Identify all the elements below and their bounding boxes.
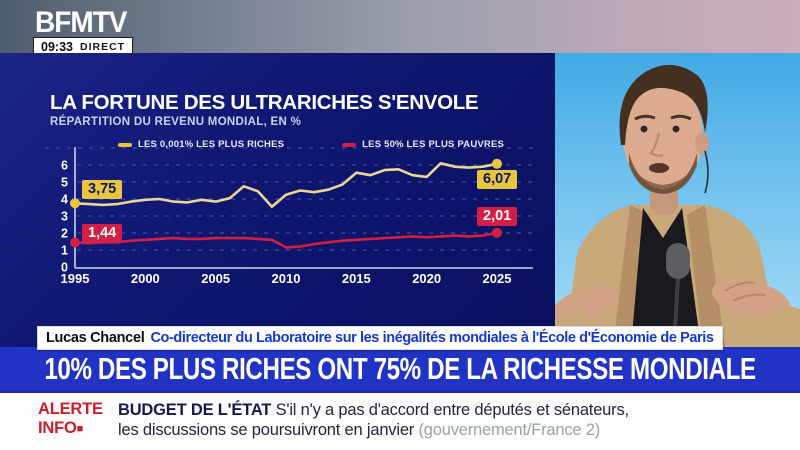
chart-panel: 0 1 2 3 4 5 6 1995 2000 2005 2010 2015 2020 2025 LA F…: [0, 53, 555, 347]
chart-title: LA FORTUNE DES ULTRARICHES S'ENVOLE: [50, 91, 479, 114]
shirt: [631, 208, 701, 347]
svg-text:2010: 2010: [272, 271, 301, 286]
svg-text:3: 3: [61, 210, 68, 224]
headline-band: 10% DES PLUS RICHES ONT 75% DE LA RICHES…: [0, 347, 800, 393]
jacket-lapel-right: [687, 205, 725, 347]
eyebrow-right: [670, 114, 692, 121]
guest-name-banner: Lucas Chancel Co-directeur du Laboratoir…: [37, 326, 723, 350]
poor-series-swatch: [342, 142, 357, 147]
rich-series-swatch: [118, 142, 132, 147]
alert-line2: INFO: [38, 419, 77, 437]
ear: [695, 132, 709, 154]
eye-right: [672, 125, 680, 133]
legend-item-poor: LES 50% LES PLUS PAUVRES: [342, 139, 504, 150]
mouth: [649, 163, 669, 173]
svg-text:2005: 2005: [201, 271, 230, 286]
guest-illustration: [552, 53, 800, 348]
legend-item-rich: LES 0,001% LES PLUS RICHES: [118, 139, 284, 150]
svg-text:2025: 2025: [483, 271, 512, 286]
svg-text:2000: 2000: [131, 271, 160, 286]
headline-text: 10% DES PLUS RICHES ONT 75% DE LA RICHES…: [44, 350, 756, 386]
alert-info-badge: ALERTE INFO■: [38, 400, 103, 439]
svg-text:6: 6: [61, 159, 68, 173]
alert-square-icon: ■: [76, 423, 84, 435]
rich-end-value: 6,07: [477, 170, 518, 189]
beard-lower: [629, 153, 697, 194]
earpiece-wire: [704, 150, 709, 194]
svg-text:2020: 2020: [412, 271, 441, 286]
line-chart: 0 1 2 3 4 5 6 1995 2000 2005 2010 2015 2020 2025: [45, 147, 533, 286]
time-direct-badge: 09:33 DIRECT: [33, 37, 134, 56]
rich-series-label: LES 0,001% LES PLUS RICHES: [138, 139, 285, 150]
news-ticker: ALERTE INFO■ BUDGET DE L'ÉTAT S'il n'y a…: [0, 393, 800, 450]
ticker-content: BUDGET DE L'ÉTAT S'il n'y a pas d'accord…: [118, 400, 778, 440]
svg-text:0: 0: [61, 261, 68, 275]
svg-text:1995: 1995: [61, 271, 90, 286]
svg-text:2: 2: [61, 227, 68, 241]
main-area: 0 1 2 3 4 5 6 1995 2000 2005 2010 2015 2020 2025 LA F…: [0, 53, 800, 348]
svg-text:2015: 2015: [342, 271, 371, 286]
eyebrow-left: [634, 114, 656, 121]
nose: [649, 132, 664, 157]
ticker-category: BUDGET DE L'ÉTAT: [118, 401, 272, 419]
hair: [619, 64, 708, 145]
svg-text:1: 1: [61, 244, 68, 258]
ticker-line1: S'il n'y a pas d'accord entre députés et…: [275, 401, 630, 419]
chart-subtitle: RÉPARTITION DU REVENU MONDIAL, EN %: [50, 116, 302, 128]
chart-legend: LES 0,001% LES PLUS RICHES LES 50% LES P…: [118, 139, 504, 150]
face: [623, 81, 703, 191]
guest-name: Lucas Chancel: [46, 330, 145, 346]
studio-top-band: BFMTV 09:33 DIRECT: [0, 0, 800, 56]
microphone-icon: [666, 243, 690, 279]
ticker-attribution: (gouvernement/France 2): [418, 421, 601, 439]
alert-line1: ALERTE: [38, 400, 103, 418]
ticker-line2: les discussions se poursuivront en janvi…: [118, 421, 415, 439]
svg-text:4: 4: [61, 193, 68, 207]
eye-left: [640, 125, 648, 133]
direct-label: DIRECT: [79, 40, 126, 53]
guest-role: Co-directeur du Laboratoire sur les inég…: [150, 330, 714, 346]
svg-text:5: 5: [61, 176, 68, 190]
guest-video: [552, 53, 800, 348]
poor-start-value: 1,44: [82, 224, 123, 243]
channel-logo: BFMTV: [35, 6, 127, 39]
rich-start-value: 3,75: [82, 180, 123, 199]
hand-finger-lines: [724, 281, 766, 302]
poor-end-value: 2,01: [477, 207, 518, 226]
poor-series-label: LES 50% LES PLUS PAUVRES: [362, 139, 505, 150]
clock-time: 09:33: [41, 39, 73, 54]
sleeve-right: [769, 306, 800, 347]
hand-right: [711, 279, 791, 319]
